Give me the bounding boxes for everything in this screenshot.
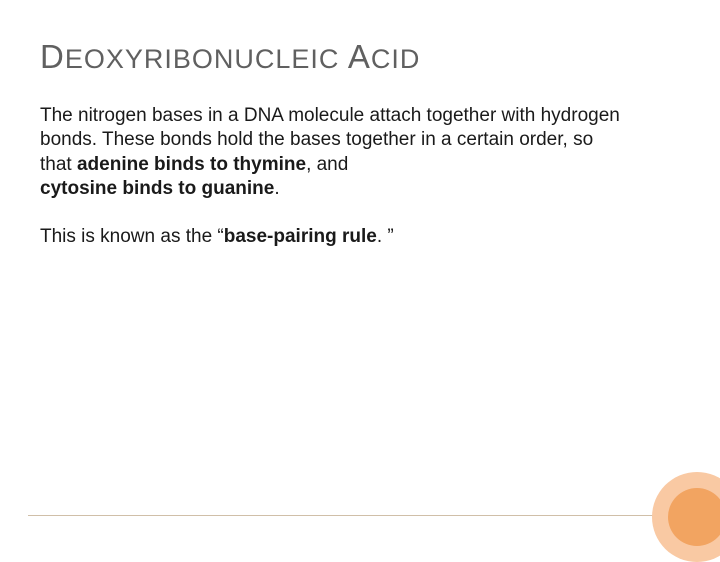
title-rest-1: EOXYRIBONUCLEIC [65, 44, 348, 74]
corner-circle-inner [668, 488, 720, 546]
paragraph-2: This is known as the “base-pairing rule.… [40, 225, 620, 249]
title-cap-2: A [348, 38, 371, 75]
p2-run-c: . ” [377, 226, 394, 247]
corner-circle-icon [652, 472, 720, 562]
slide-title: DEOXYRIBONUCLEIC ACID [40, 38, 680, 76]
p2-bold-rule: base-pairing rule [224, 226, 377, 247]
slide: DEOXYRIBONUCLEIC ACID The nitrogen bases… [0, 0, 720, 540]
body-text: The nitrogen bases in a DNA molecule att… [40, 104, 620, 250]
title-rest-2: CID [371, 44, 421, 74]
p1-run-e: . [274, 178, 279, 199]
title-cap-1: D [40, 38, 65, 75]
p1-bold-cytosine: cytosine binds to guanine [40, 178, 274, 199]
bottom-rule [28, 515, 692, 516]
p2-run-a: This is known as the “ [40, 226, 224, 247]
p1-bold-adenine: adenine binds to thymine [77, 154, 306, 175]
p1-run-c: , and [306, 154, 348, 175]
paragraph-1: The nitrogen bases in a DNA molecule att… [40, 104, 620, 201]
